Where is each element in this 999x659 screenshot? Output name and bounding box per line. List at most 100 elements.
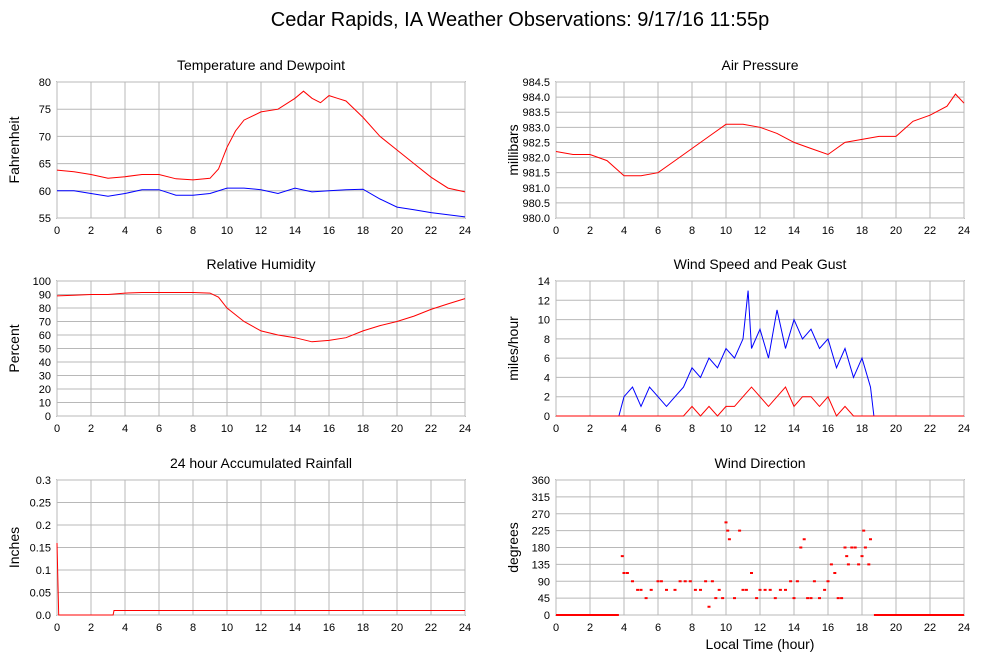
x-tick-label: 14 [788,423,800,435]
scatter-point [644,597,648,600]
scatter-point [826,580,830,583]
scatter-point [693,588,697,591]
scatter-point [758,588,762,591]
chart-title: 24 hour Accumulated Rainfall [170,455,352,471]
scatter-point [863,546,867,549]
y-tick-label: 6 [544,353,550,365]
x-tick-label: 14 [289,622,301,634]
chart-pressure: 0 2 4 6 8 10 12 14 16 18 20 22 24980.0980.5981.0981.… [505,57,970,237]
scatter-point [639,588,643,591]
y-tick-label: 983.5 [522,107,550,119]
x-tick-label: 2 [88,225,94,237]
y-tick-label: 80 [39,303,51,315]
x-tick-label: 6 [156,622,162,634]
x-tick-label: 4 [621,423,627,435]
x-tick-label: 24 [459,622,471,634]
y-tick-label: 8 [544,334,550,346]
y-tick-label: 10 [538,315,550,327]
x-tick-label: 20 [890,622,902,634]
x-tick-label: 2 [587,622,593,634]
y-tick-label: 270 [532,509,550,521]
chart-title: Relative Humidity [207,256,316,272]
scatter-point [773,597,777,600]
chart-title: Temperature and Dewpoint [177,57,345,73]
x-tick-label: 24 [459,225,471,237]
x-tick-label: 22 [425,622,437,634]
scatter-point [683,580,687,583]
x-tick-label: 16 [323,423,335,435]
scatter-point [673,588,677,591]
scatter-point [659,580,663,583]
scatter-point [707,605,711,608]
y-tick-label: 0 [45,411,51,423]
y-axis-label: Percent [6,324,22,372]
x-tick-label: 20 [391,423,403,435]
y-tick-label: 360 [532,475,550,487]
scatter-point [755,597,759,600]
x-tick-label: 12 [754,622,766,634]
x-tick-label: 0 [54,423,60,435]
scatter-point [784,588,787,591]
x-tick-label: 0 [553,622,559,634]
x-tick-label: 2 [587,225,593,237]
x-tick-label: 12 [754,423,766,435]
x-tick-label: 16 [822,622,834,634]
y-tick-label: 100 [33,276,51,288]
y-tick-label: 981.5 [522,168,550,180]
scatter-point [836,597,840,600]
x-tick-label: 22 [425,225,437,237]
y-tick-label: 135 [532,559,550,571]
x-tick-label: 8 [190,423,196,435]
scatter-point [857,563,861,566]
x-tick-label: 8 [689,423,695,435]
scatter-point [823,588,827,591]
y-tick-label: 40 [39,357,51,369]
x-tick-label: 12 [255,622,267,634]
y-tick-label: 982.5 [522,137,550,149]
scatter-point [833,572,837,574]
y-tick-label: 45 [538,593,550,605]
y-tick-label: 981.0 [522,183,550,195]
x-tick-label: 18 [357,423,369,435]
series-line-0 [556,290,964,417]
x-tick-label: 18 [856,423,868,435]
x-axis-label: Local Time (hour) [706,636,815,652]
x-tick-label: 14 [788,622,800,634]
x-tick-label: 16 [822,423,834,435]
y-tick-label: 315 [532,492,550,504]
x-tick-label: 18 [856,622,868,634]
x-tick-label: 24 [958,622,970,634]
x-tick-label: 4 [122,225,128,237]
x-tick-label: 24 [958,423,970,435]
chart-title: Air Pressure [721,57,798,73]
page-title: Cedar Rapids, IA Weather Observations: 9… [271,9,769,31]
scatter-point [809,597,813,600]
y-tick-label: 180 [532,543,550,555]
x-tick-label: 8 [190,622,196,634]
scatter-point [750,572,753,574]
x-tick-label: 8 [689,622,695,634]
x-tick-label: 22 [924,423,936,435]
scatter-point [802,538,806,541]
scatter-point [850,546,854,549]
y-tick-label: 984.5 [522,77,550,89]
y-tick-label: 982.0 [522,153,550,165]
x-tick-label: 0 [553,423,559,435]
x-tick-label: 16 [323,622,335,634]
y-tick-label: 0.0 [36,610,51,622]
y-tick-label: 70 [39,317,51,329]
y-tick-label: 60 [39,186,51,198]
scatter-point [678,580,682,583]
series-line-0 [56,292,466,343]
x-tick-label: 24 [958,225,970,237]
x-tick-label: 18 [856,225,868,237]
scatter-point [869,538,872,541]
scatter-point [860,555,864,558]
x-tick-label: 10 [221,225,233,237]
x-tick-label: 10 [720,225,732,237]
y-tick-label: 90 [538,576,550,588]
y-tick-label: 75 [39,104,51,116]
x-tick-label: 8 [190,225,196,237]
scatter-point [846,563,850,566]
x-tick-label: 0 [54,622,60,634]
